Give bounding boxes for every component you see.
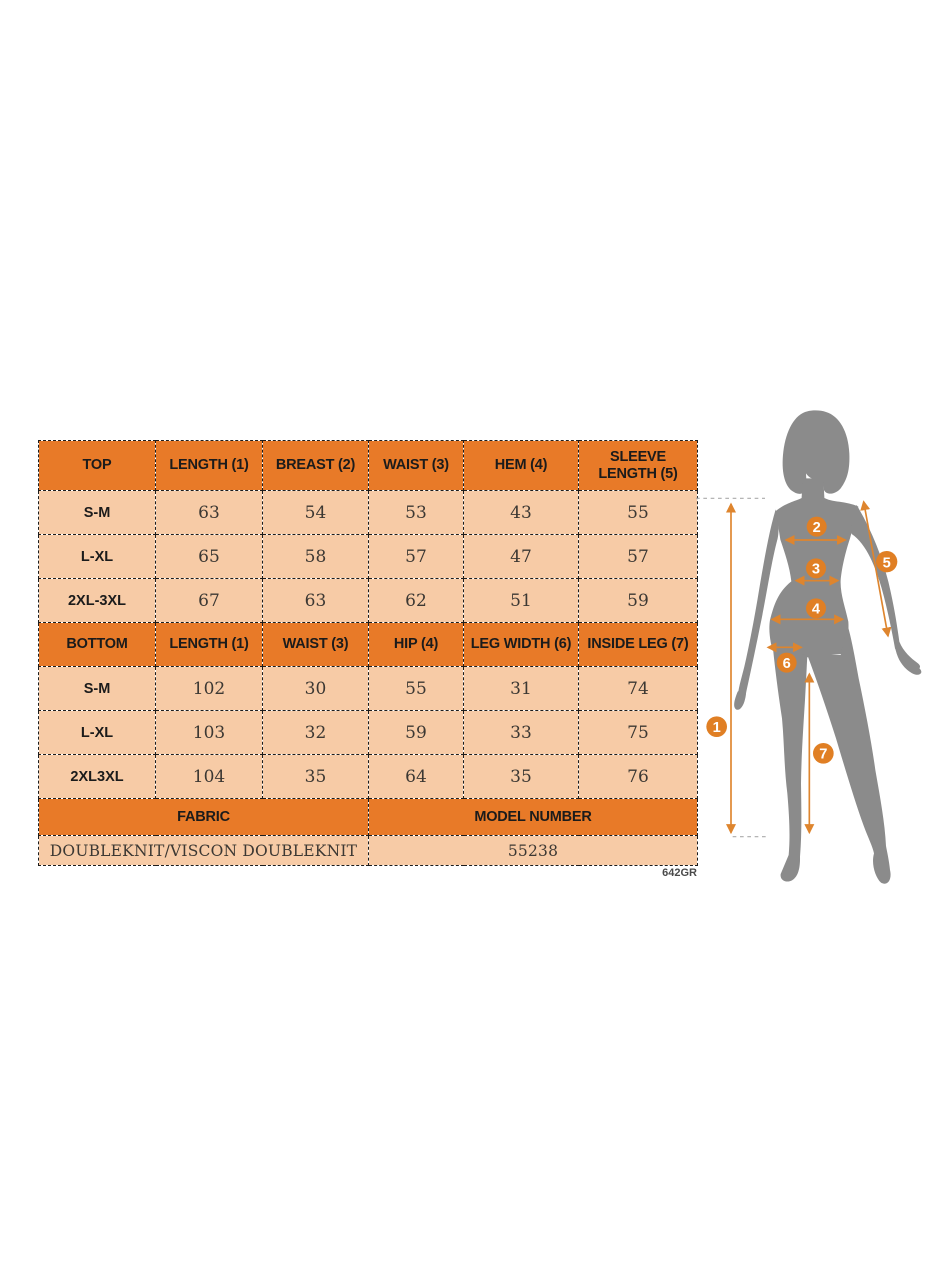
marker-number-2: 2 [813, 520, 821, 536]
model-number-header-cell: MODEL NUMBER [368, 798, 698, 836]
fabric-value-cell: DOUBLEKNIT/VISCON DOUBLEKNIT [38, 835, 369, 866]
marker-circle-2 [806, 516, 827, 537]
marker-number-4: 4 [812, 602, 821, 618]
table-row: 2XL3XL 104 35 64 35 76 [38, 754, 698, 799]
table-row: S-M 102 30 55 31 74 [38, 666, 698, 711]
head-shape [782, 410, 850, 494]
header-cell-waist: WAIST (3) [262, 622, 369, 667]
fabric-header-cell: FABRIC [38, 798, 369, 836]
value-cell: 54 [262, 490, 369, 535]
value-cell: 59 [368, 710, 464, 755]
value-cell: 35 [262, 754, 369, 799]
size-label-cell: L-XL [38, 710, 156, 755]
value-cell: 65 [155, 534, 263, 579]
value-cell: 32 [262, 710, 369, 755]
value-cell: 57 [368, 534, 464, 579]
value-cell: 59 [578, 578, 698, 623]
size-label-cell: L-XL [38, 534, 156, 579]
right-hand-finger [903, 655, 920, 674]
value-cell: 67 [155, 578, 263, 623]
measurement-markers: 1 2 3 4 5 6 7 [706, 516, 898, 764]
value-cell: 103 [155, 710, 263, 755]
woman-silhouette [734, 410, 922, 884]
value-cell: 62 [368, 578, 464, 623]
footer-header-row: FABRIC MODEL NUMBER [38, 798, 698, 836]
neck-shape [801, 478, 825, 504]
marker-circle-3 [806, 558, 826, 579]
left-arm-shape [737, 509, 779, 704]
header-cell-top: TOP [38, 440, 156, 491]
top-header-row: TOP LENGTH (1) BREAST (2) WAIST (3) HEM … [38, 440, 698, 491]
right-leg-shape [807, 625, 891, 884]
marker-number-3: 3 [812, 562, 820, 578]
measurement-figure: 1 2 3 4 5 6 7 [690, 390, 940, 890]
left-leg-shape [770, 623, 808, 882]
marker-circle-6 [776, 652, 797, 673]
table-row: L-XL 65 58 57 47 57 [38, 534, 698, 579]
header-cell-length: LENGTH (1) [155, 622, 263, 667]
left-hand-shape [734, 687, 746, 710]
value-cell: 74 [578, 666, 698, 711]
sleeve-arrow-5 [860, 500, 892, 638]
value-cell: 55 [578, 490, 698, 535]
header-cell-waist: WAIST (3) [368, 440, 464, 491]
size-label-cell: 2XL3XL [38, 754, 156, 799]
marker-circle-4 [806, 598, 826, 619]
table-row: L-XL 103 32 59 33 75 [38, 710, 698, 755]
value-cell: 63 [155, 490, 263, 535]
value-cell: 58 [262, 534, 369, 579]
header-cell-leg-width: LEG WIDTH (6) [463, 622, 579, 667]
header-cell-length: LENGTH (1) [155, 440, 263, 491]
marker-number-7: 7 [819, 747, 827, 763]
value-cell: 63 [262, 578, 369, 623]
value-cell: 30 [262, 666, 369, 711]
value-cell: 55 [368, 666, 464, 711]
header-cell-breast: BREAST (2) [262, 440, 369, 491]
header-cell-inside-leg: INSIDE LEG (7) [578, 622, 698, 667]
value-cell: 53 [368, 490, 464, 535]
size-label-cell: S-M [38, 490, 156, 535]
header-cell-sleeve-length: SLEEVE LENGTH (5) [578, 440, 698, 491]
body-silhouette-diagram: 1 2 3 4 5 6 7 [696, 410, 922, 884]
marker-circle-5 [876, 551, 898, 573]
value-cell: 33 [463, 710, 579, 755]
marker-number-1: 1 [713, 720, 721, 736]
marker-number-6: 6 [783, 656, 791, 672]
product-code: 642GR [662, 867, 697, 879]
value-cell: 31 [463, 666, 579, 711]
table-row: S-M 63 54 53 43 55 [38, 490, 698, 535]
marker-circle-7 [813, 743, 834, 764]
size-label-cell: S-M [38, 666, 156, 711]
value-cell: 64 [368, 754, 464, 799]
value-cell: 57 [578, 534, 698, 579]
bottom-header-row: BOTTOM LENGTH (1) WAIST (3) HIP (4) LEG … [38, 622, 698, 667]
marker-circle-1 [706, 716, 727, 737]
header-cell-bottom: BOTTOM [38, 622, 156, 667]
value-cell: 104 [155, 754, 263, 799]
value-cell: 75 [578, 710, 698, 755]
value-cell: 102 [155, 666, 263, 711]
model-number-value-cell: 55238 [368, 835, 698, 866]
marker-number-5: 5 [883, 555, 891, 571]
table-row: 2XL-3XL 67 63 62 51 59 [38, 578, 698, 623]
value-cell: 47 [463, 534, 579, 579]
header-cell-hem: HEM (4) [463, 440, 579, 491]
value-cell: 76 [578, 754, 698, 799]
value-cell: 35 [463, 754, 579, 799]
right-arm-shape [851, 505, 921, 669]
size-chart-table: TOP LENGTH (1) BREAST (2) WAIST (3) HEM … [38, 440, 698, 866]
header-cell-hip: HIP (4) [368, 622, 464, 667]
footer-value-row: DOUBLEKNIT/VISCON DOUBLEKNIT 55238 [38, 835, 698, 866]
value-cell: 43 [463, 490, 579, 535]
measurement-arrows [726, 500, 892, 835]
size-label-cell: 2XL-3XL [38, 578, 156, 623]
value-cell: 51 [463, 578, 579, 623]
